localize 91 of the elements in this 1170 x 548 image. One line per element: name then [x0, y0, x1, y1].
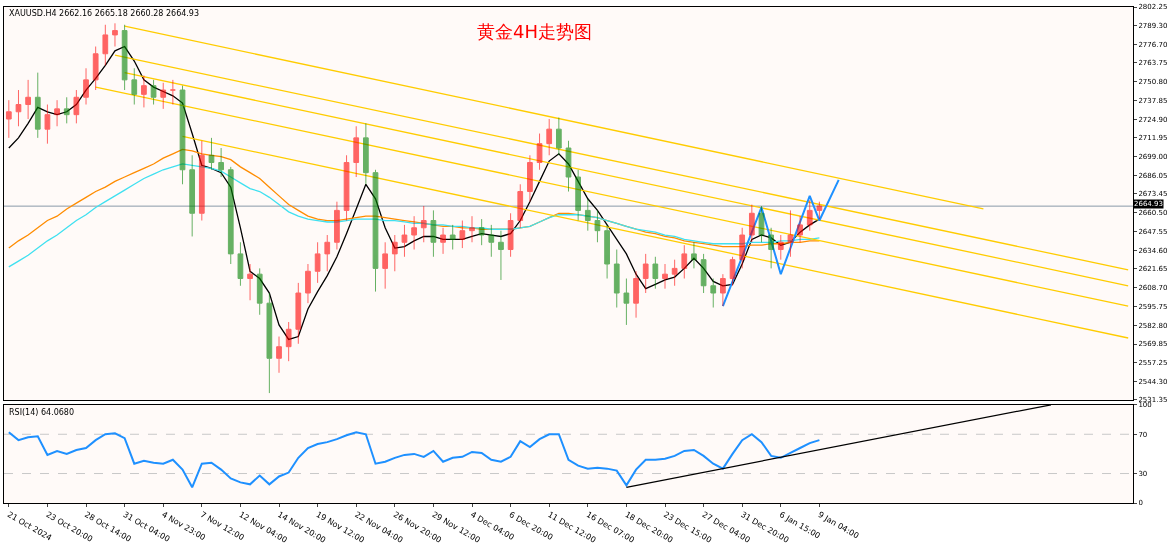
- candlestick: [768, 227, 775, 269]
- candlestick: [237, 241, 244, 287]
- candlestick: [700, 253, 707, 294]
- candlestick: [247, 263, 253, 301]
- candlestick: [5, 99, 12, 139]
- candlestick: [816, 201, 823, 220]
- candlestick: [353, 125, 360, 178]
- candlestick: [266, 292, 273, 394]
- candlestick: [73, 89, 80, 124]
- candlestick: [507, 212, 514, 258]
- candlestick: [411, 215, 417, 251]
- candlestick: [112, 22, 118, 48]
- candlestick: [227, 166, 234, 265]
- candlestick: [748, 204, 755, 243]
- candlestick: [92, 46, 99, 91]
- candlestick: [343, 154, 350, 222]
- candlestick: [488, 224, 495, 258]
- candlestick: [83, 67, 89, 106]
- candlestick: [584, 198, 591, 232]
- candlestick: [710, 278, 717, 309]
- candlestick: [623, 278, 630, 326]
- candlestick: [189, 154, 196, 237]
- candlestick: [314, 241, 321, 284]
- candlestick: [720, 273, 726, 307]
- candlestick: [102, 24, 109, 66]
- candlestick: [141, 75, 147, 108]
- chart-title: RSI(14) 64.0680: [9, 408, 75, 417]
- candlestick: [546, 118, 553, 156]
- candlestick: [739, 227, 746, 269]
- candlestick: [536, 133, 543, 171]
- candlestick: [334, 201, 340, 251]
- candlestick: [729, 256, 736, 287]
- candlestick: [285, 321, 292, 362]
- line-series: [721, 178, 840, 308]
- candlestick: [565, 140, 572, 193]
- candlestick: [691, 241, 697, 269]
- candlestick: [25, 79, 31, 120]
- candlestick: [594, 209, 601, 243]
- candlestick: [276, 336, 282, 374]
- candlestick: [208, 137, 215, 171]
- candlestick: [633, 270, 639, 319]
- candlestick: [256, 267, 263, 316]
- candlestick: [681, 244, 688, 280]
- candlestick: [652, 256, 659, 290]
- candlestick: [575, 169, 582, 222]
- text: 黄金4H走势图: [477, 21, 592, 42]
- candlestick: [517, 183, 524, 229]
- line-series: [8, 163, 821, 268]
- candlestick: [34, 72, 41, 139]
- candlestick: [797, 215, 803, 243]
- candlestick: [391, 234, 398, 272]
- candlestick: [305, 263, 311, 304]
- candlestick: [179, 85, 186, 185]
- candlestick: [430, 209, 437, 258]
- candlestick: [382, 241, 389, 290]
- candlestick: [372, 169, 379, 293]
- candlestick: [555, 117, 562, 156]
- candlestick: [362, 122, 369, 185]
- candlestick: [642, 253, 649, 294]
- candlestick: [198, 140, 205, 222]
- candlestick: [150, 79, 157, 106]
- candlestick: [469, 215, 475, 243]
- candlestick: [498, 230, 504, 281]
- candlestick: [806, 199, 813, 232]
- candlestick: [527, 154, 533, 203]
- candlestick: [160, 82, 167, 110]
- candlestick: [662, 263, 668, 290]
- line-series: [8, 45, 821, 341]
- candlestick: [324, 234, 331, 272]
- annotation: XAUUSD.H4 2662.16 2665.18 2660.28 2664.93: [9, 9, 200, 18]
- candlestick: [478, 218, 485, 246]
- candlestick: [295, 282, 302, 345]
- candlestick: [54, 99, 60, 127]
- candlestick: [613, 249, 620, 309]
- candlestick: [758, 205, 765, 243]
- candlestick: [420, 205, 427, 243]
- candlestick: [671, 259, 678, 287]
- candlestick: [131, 67, 138, 106]
- candlestick: [440, 227, 446, 255]
- candlestick: [15, 89, 22, 127]
- line-series: [7, 431, 821, 489]
- candlestick: [604, 224, 610, 280]
- candlestick: [787, 209, 794, 258]
- candlestick: [449, 224, 456, 251]
- candlestick: [459, 220, 466, 249]
- candlestick: [63, 96, 70, 124]
- candlestick: [218, 147, 224, 178]
- candlestick: [401, 224, 408, 258]
- candlestick: [777, 234, 784, 261]
- candlestick: [44, 104, 51, 145]
- candlestick: [121, 24, 128, 91]
